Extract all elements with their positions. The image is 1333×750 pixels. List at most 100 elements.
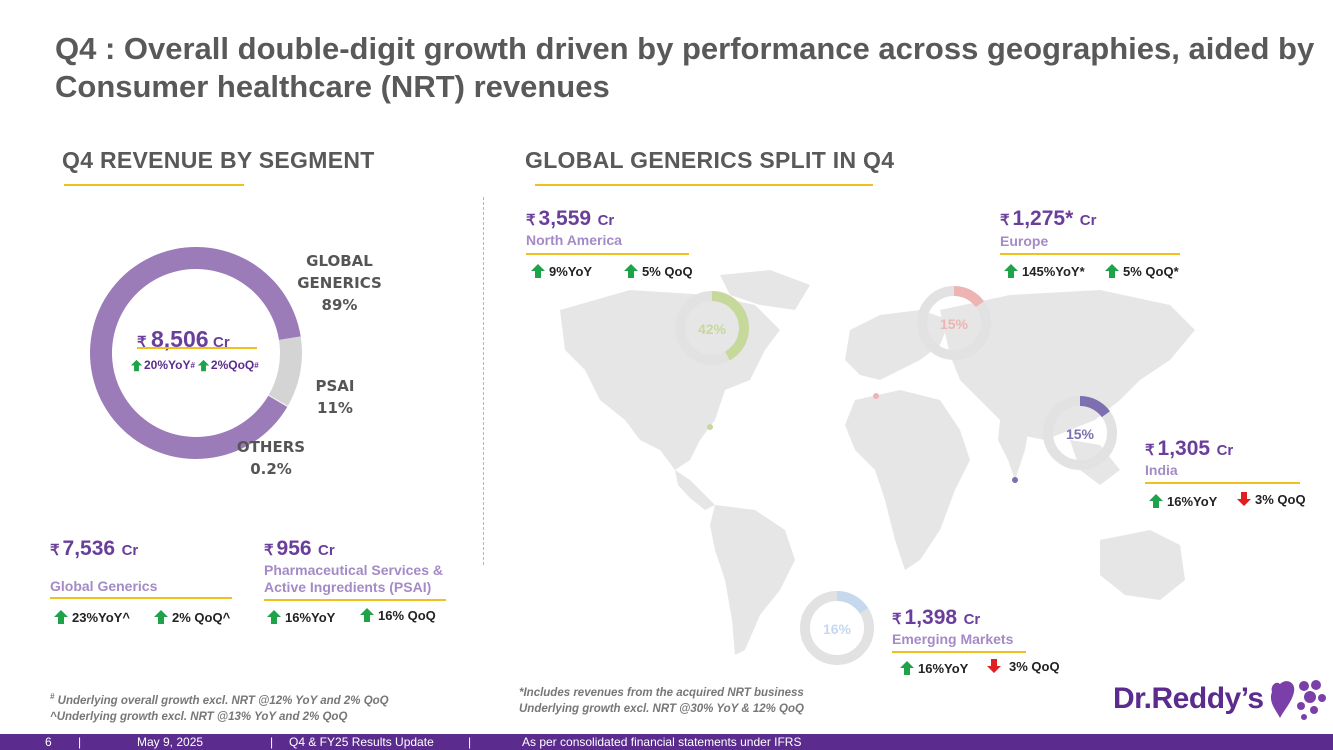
up-arrow-icon [266, 609, 282, 625]
up-arrow-icon [153, 609, 169, 625]
generics-split-heading-underline [535, 184, 873, 186]
em-qoq: 3% QoQ [986, 658, 1060, 674]
rupee-symbol: ₹ [264, 542, 274, 559]
gg-unit: Cr [121, 542, 139, 559]
em-unit: Cr [963, 611, 981, 628]
rupee-symbol: ₹ [1145, 442, 1155, 459]
em-underline [892, 651, 1026, 653]
up-arrow-icon [1104, 263, 1120, 279]
psai-label: Pharmaceutical Services & Active Ingredi… [264, 562, 443, 596]
eu-marker [873, 393, 879, 399]
segment-heading: Q4 REVENUE BY SEGMENT [62, 147, 375, 173]
eu-label: Europe [1000, 233, 1049, 249]
up-arrow-icon [899, 660, 915, 676]
footer-source: As per consolidated financial statements… [522, 735, 802, 749]
india-marker [1012, 477, 1018, 483]
note-line2: ^Underlying growth excl. NRT @13% YoY an… [50, 710, 348, 723]
em-share: 16% [822, 621, 852, 637]
na-share: 42% [697, 321, 727, 337]
logo-text: Dr.Reddy’s [1113, 682, 1264, 715]
psai-value: 956 [276, 537, 312, 560]
na-yoy-text: 9%YoY [549, 263, 593, 279]
eu-amount: ₹1,275* Cr [1000, 207, 1096, 231]
right-footnotes: *Includes revenues from the acquired NRT… [519, 685, 804, 717]
donut-yoy: 20%YoY [144, 358, 191, 372]
ring-track [1043, 396, 1117, 470]
psai-qoq: 16% QoQ [359, 607, 436, 623]
na-amount: ₹3,559 Cr [526, 207, 614, 231]
na-qoq: 5% QoQ [623, 263, 693, 279]
note-line1: *Includes revenues from the acquired NRT… [519, 687, 804, 699]
up-arrow-icon [1003, 263, 1019, 279]
na-yoy: 9%YoY [530, 263, 592, 279]
ring-share-arc [1080, 396, 1110, 418]
down-arrow-icon [1236, 491, 1252, 507]
revenue-donut-chart [90, 247, 302, 459]
gg-label: Global Generics [50, 578, 158, 594]
gg-value: 7,536 [62, 537, 116, 560]
note-sup: # [50, 692, 55, 701]
gg-yoy-text: 23%YoY^ [72, 609, 130, 625]
donut-yoy-sup: # [190, 360, 195, 370]
psai-qoq-text: 16% QoQ [378, 607, 436, 623]
em-share-ring [800, 591, 874, 665]
donut-total-underline [137, 347, 257, 349]
india-qoq-text: 3% QoQ [1255, 491, 1306, 507]
left-footnotes: # Underlying overall growth excl. NRT @1… [50, 689, 389, 725]
psai-yoy-text: 16%YoY [285, 609, 336, 625]
em-label: Emerging Markets [892, 631, 1014, 647]
ring-share-arc [837, 591, 869, 614]
rupee-symbol: ₹ [526, 212, 536, 229]
ring-share-arc [712, 291, 749, 361]
up-arrow-icon [359, 607, 375, 623]
gg-qoq: 2% QoQ^ [153, 609, 230, 625]
company-logo: Dr.Reddy’s [1113, 676, 1328, 722]
rupee-symbol: ₹ [892, 611, 902, 628]
segment-label-global-generics: GLOBAL GENERICS 89% [262, 250, 417, 316]
footer-bar: 6 | May 9, 2025 | Q4 & FY25 Results Upda… [0, 734, 1333, 750]
segment-pct: 0.2% [250, 460, 292, 478]
na-value: 3,559 [538, 207, 592, 230]
india-yoy-text: 16%YoY [1167, 493, 1218, 509]
na-share-ring [675, 291, 749, 365]
psai-label-line2: Active Ingredients (PSAI) [264, 579, 432, 595]
segment-label-others: OTHERS 0.2% [230, 436, 312, 480]
segment-name: OTHERS [236, 438, 306, 456]
up-arrow-icon [130, 359, 143, 372]
india-label: India [1145, 462, 1178, 478]
eu-yoy: 145%YoY* [1003, 263, 1085, 279]
na-qoq-text: 5% QoQ [642, 263, 693, 279]
eu-share-ring [917, 286, 991, 360]
donut-qoq: 2%QoQ [210, 358, 255, 372]
up-arrow-icon [197, 359, 210, 372]
india-amount: ₹1,305 Cr [1145, 437, 1233, 461]
donut-total: ₹ 8,506 Cr [137, 326, 230, 353]
donut-total-unit: Cr [213, 334, 230, 351]
india-unit: Cr [1216, 442, 1234, 459]
up-arrow-icon [53, 609, 69, 625]
logo-mark-icon [1270, 680, 1326, 720]
generics-split-heading: GLOBAL GENERICS SPLIT IN Q4 [525, 147, 895, 173]
footer-separator: | [78, 735, 82, 749]
india-share: 15% [1065, 426, 1095, 442]
ring-track [800, 591, 874, 665]
footer-page: 6 [45, 735, 52, 749]
psai-label-line1: Pharmaceutical Services & [264, 562, 443, 578]
gg-underline [50, 597, 232, 599]
donut-qoq-sup: # [254, 360, 259, 370]
donut-segment-psai [268, 336, 302, 406]
page-title: Q4 : Overall double-digit growth driven … [55, 31, 1315, 104]
psai-amount: ₹956 Cr [264, 537, 335, 561]
na-underline [526, 253, 689, 255]
eu-underline [1000, 253, 1180, 255]
em-amount: ₹1,398 Cr [892, 606, 980, 630]
gg-qoq-text: 2% QoQ^ [172, 609, 231, 625]
psai-yoy: 16%YoY [266, 609, 335, 625]
na-unit: Cr [597, 212, 615, 229]
na-label: North America [526, 232, 622, 248]
segment-heading-underline [64, 184, 244, 186]
note-line1: Underlying overall growth excl. NRT @12%… [54, 694, 389, 707]
em-yoy: 16%YoY [899, 660, 968, 676]
eu-qoq-text: 5% QoQ* [1123, 263, 1179, 279]
footer-separator: | [468, 735, 472, 749]
